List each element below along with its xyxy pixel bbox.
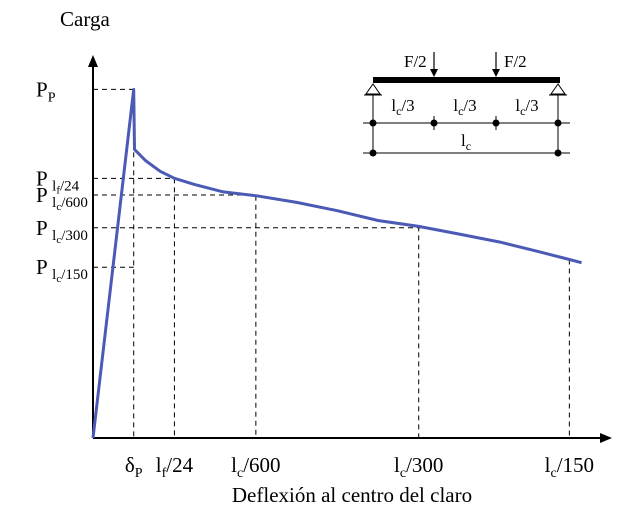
right-load-arrowhead <box>492 69 500 77</box>
right-load-label: F/2 <box>504 52 527 71</box>
segment-label: lc/3 <box>515 96 538 118</box>
y-axis-title: Carga <box>60 7 110 31</box>
segment-label: lc/3 <box>391 96 414 118</box>
dimension-labels: lc/3 lc/3 lc/3 lc <box>391 96 538 153</box>
y-tick-label: P lc/150 <box>36 255 88 285</box>
span-label: lc <box>461 131 471 153</box>
dim-dot <box>430 119 438 127</box>
y-axis-arrow <box>88 55 98 67</box>
x-tick-labels: δP lf/24 lc/600 lc/300 lc/150 <box>125 453 594 481</box>
x-tick-label: lc/600 <box>231 453 280 481</box>
y-tick-label: P lc/600 <box>36 183 88 213</box>
left-support <box>365 83 381 95</box>
x-tick-label: lf/24 <box>156 453 194 481</box>
dim-dot <box>554 119 562 127</box>
dim-dot <box>554 149 562 157</box>
x-axis-title: Deflexión al centro del claro <box>232 483 472 507</box>
dim-dot <box>492 119 500 127</box>
x-tick-label: lc/150 <box>545 453 594 481</box>
y-tick-label: P lf/24 <box>36 166 80 196</box>
y-tick-label: PP <box>36 77 56 105</box>
x-axis-arrow <box>600 433 612 443</box>
beam <box>373 77 560 83</box>
x-tick-label: δP <box>125 453 143 481</box>
x-tick-label: lc/300 <box>394 453 443 481</box>
segment-label: lc/3 <box>453 96 476 118</box>
left-load-label: F/2 <box>404 52 427 71</box>
dim-dot <box>369 119 377 127</box>
series-line <box>91 87 582 439</box>
dim-dot <box>369 149 377 157</box>
guide-lines <box>93 88 570 438</box>
left-load-arrowhead <box>430 69 438 77</box>
right-support <box>550 83 566 95</box>
beam-diagram: F/2 F/2 lc/3 lc/3 lc/3 lc <box>363 52 570 157</box>
y-tick-label: P lc/300 <box>36 216 88 246</box>
